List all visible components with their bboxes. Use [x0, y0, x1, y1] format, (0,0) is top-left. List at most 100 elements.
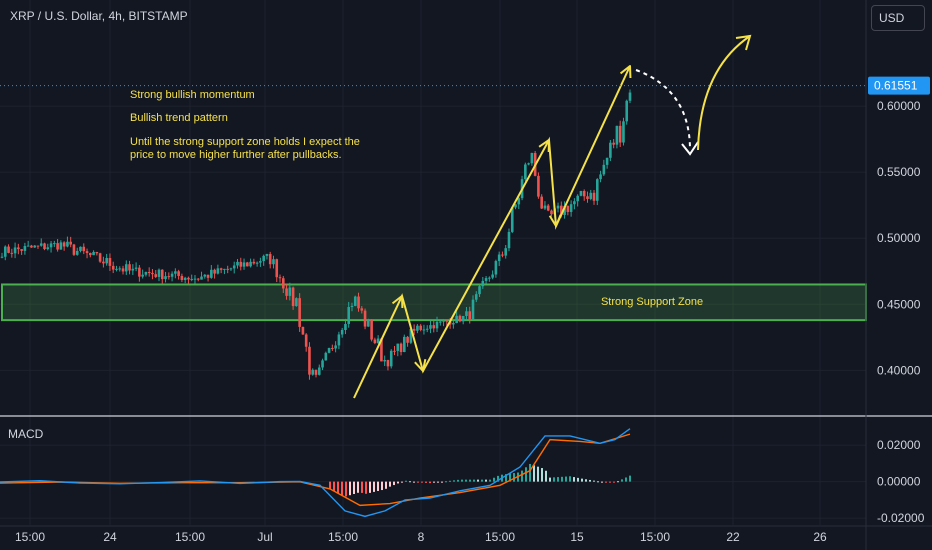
macd-histogram-bar [473, 479, 475, 482]
candle-body [124, 264, 128, 272]
candle-body [301, 326, 305, 335]
current-price-badge [868, 76, 930, 95]
candle-body [622, 121, 625, 143]
candle-body [373, 339, 377, 344]
candle-body [203, 274, 207, 277]
macd-histogram-bar [617, 481, 619, 483]
macd-histogram-bar [345, 481, 347, 497]
candle-body [174, 271, 177, 274]
candle-body [618, 125, 622, 143]
macd-histogram-bar [361, 481, 363, 493]
time-tick-label: 22 [726, 530, 740, 544]
candle-body [92, 251, 95, 256]
candle-body [399, 343, 403, 353]
candle-body [524, 164, 527, 180]
candle-body [275, 259, 279, 278]
zigzag-arrow-head [391, 295, 404, 309]
macd-histogram-bar [553, 477, 555, 482]
candle-body [363, 310, 367, 327]
macd-histogram-bar [433, 481, 435, 483]
candle-body [160, 269, 164, 280]
candle-body [491, 274, 494, 278]
candle-body [422, 329, 426, 331]
candle-body [592, 192, 596, 201]
candle-body [393, 350, 396, 352]
support-zone-rect [1, 283, 867, 322]
macd-histogram-bar [381, 481, 383, 491]
candle-body [216, 268, 220, 274]
candle-body [530, 152, 534, 164]
candle-body [98, 253, 102, 262]
candle-body [586, 196, 589, 199]
candle-body [573, 201, 576, 205]
macd-histogram-bar [505, 474, 507, 482]
candle-body [304, 334, 308, 347]
candle-body [3, 246, 7, 257]
macd-histogram-bar [577, 477, 579, 482]
candle-body [406, 336, 409, 343]
pullback-arrow-head [681, 141, 699, 156]
candle-body [196, 278, 200, 280]
macd-histogram-bar [337, 481, 339, 494]
candle-body [59, 242, 63, 250]
macd-histogram-bar [481, 479, 483, 482]
price-tick-label: 0.55000 [877, 165, 921, 179]
macd-histogram-bar [461, 479, 463, 482]
macd-histogram-bar [389, 481, 391, 487]
candle-body [53, 243, 56, 245]
macd-histogram-bar [565, 476, 567, 482]
candle-body [213, 269, 216, 274]
candle-body [514, 204, 517, 208]
candle-body [193, 278, 197, 280]
candle-body [474, 294, 478, 300]
candle-body [367, 319, 370, 327]
macd-histogram-bar [365, 481, 367, 494]
candle-body [507, 231, 511, 249]
candle-body [200, 276, 203, 280]
zigzag-arrow-head [538, 139, 550, 153]
zigzag-arrow-head [414, 359, 427, 372]
candle-body [432, 325, 436, 329]
candle-body [167, 276, 171, 278]
macd-histogram-bar [521, 470, 523, 482]
candle-body [386, 360, 390, 367]
candle-body [43, 243, 46, 250]
note-bullish-momentum: Strong bullish momentum [130, 89, 255, 101]
macd-histogram-bar [581, 478, 583, 482]
macd-histogram-bar [385, 481, 387, 489]
macd-tick-label: 0.02000 [877, 438, 921, 452]
time-tick-label: Jul [257, 530, 272, 544]
time-tick-label: 15:00 [640, 530, 670, 544]
macd-histogram-bar [561, 476, 563, 482]
candle-body [128, 264, 131, 271]
zigzag-trend-line [353, 65, 631, 399]
macd-tick-label: -0.02000 [877, 511, 925, 525]
macd-histogram-bar [625, 477, 627, 482]
macd-histogram-bar [357, 481, 359, 493]
currency-button[interactable]: USD [871, 5, 925, 31]
candle-body [602, 164, 606, 175]
support-zone-label: Strong Support Zone [601, 296, 703, 308]
candle-body [102, 261, 105, 264]
candle-body [579, 190, 583, 196]
candle-body [396, 343, 400, 351]
candles-layer [0, 89, 632, 380]
candle-body [82, 246, 86, 252]
candle-body [144, 272, 148, 275]
macd-histogram-bar [369, 481, 371, 493]
candle-body [566, 205, 570, 212]
candle-body [609, 142, 612, 158]
candle-body [49, 243, 53, 248]
macd-histogram-bar [417, 481, 419, 483]
macd-title: MACD [8, 427, 44, 441]
candle-body [298, 298, 301, 327]
macd-histogram-bar [409, 481, 411, 483]
candle-body [517, 198, 521, 205]
macd-histogram-bar [329, 481, 331, 489]
candle-body [79, 246, 82, 251]
macd-histogram-bar [485, 479, 487, 482]
candle-body [360, 308, 364, 311]
symbol-title: XRP / U.S. Dollar, 4h, BITSTAMP [10, 9, 188, 23]
